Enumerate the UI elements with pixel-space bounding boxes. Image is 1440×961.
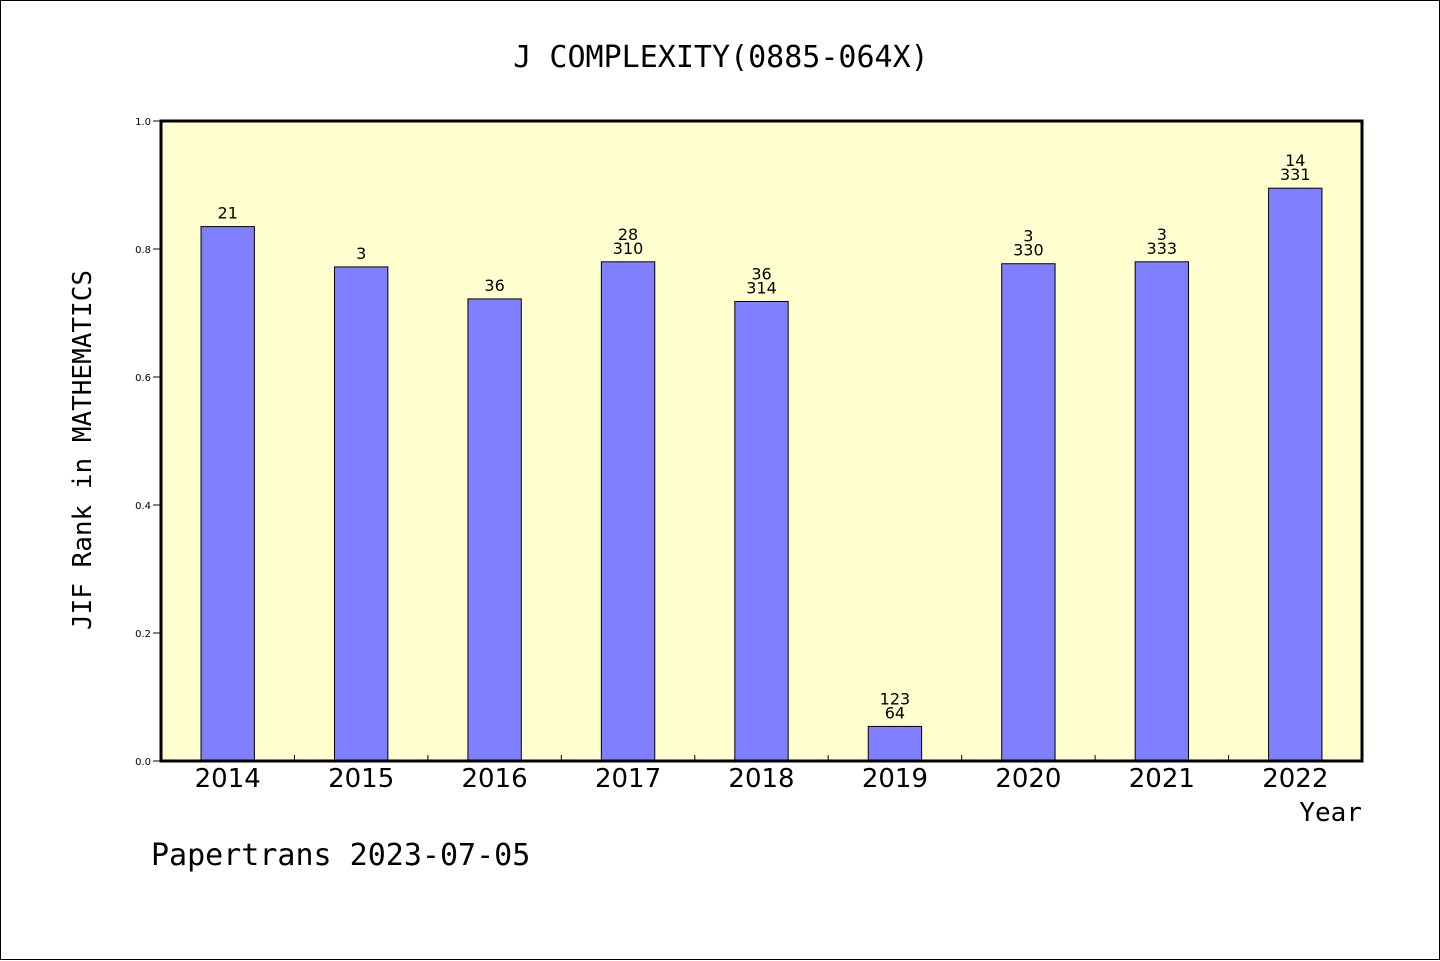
bar-2017: [600, 261, 656, 762]
bar-2015: [333, 266, 389, 762]
bar-2016: [467, 298, 522, 762]
bar-value-label: 64: [885, 703, 905, 722]
y-tick-label: 1.0: [135, 117, 151, 128]
bar-value-label: 3: [1023, 227, 1033, 246]
y-tick-label: 0.2: [135, 629, 151, 640]
bar-value-label: 310: [613, 239, 644, 258]
x-tick-label: 2017: [595, 764, 661, 794]
plot-frame: [159, 119, 1364, 763]
x-tick-label: 2019: [862, 764, 928, 794]
bar-value-label: 333: [1147, 239, 1178, 258]
bar-2019: [867, 725, 923, 762]
bar-value-label: 123: [880, 689, 911, 708]
y-tick-label: 0.4: [135, 501, 151, 512]
bar-value-label: 3: [356, 244, 366, 263]
footer-credit: Papertrans 2023-07-05: [151, 838, 530, 873]
x-axis-label: Year: [1299, 798, 1362, 828]
bar-value-label: 330: [1013, 241, 1044, 260]
bar-value-label: 314: [746, 278, 777, 297]
bar-2022: [1268, 187, 1323, 762]
x-tick-label: 2015: [328, 764, 394, 794]
x-tick-label: 2014: [195, 764, 261, 794]
bar-value-label: 3: [1157, 225, 1167, 244]
x-tick-label: 2018: [728, 764, 794, 794]
bar-value-label: 21: [218, 204, 238, 223]
bar-2021: [1134, 261, 1190, 762]
bar-value-label: 36: [751, 264, 771, 283]
chart-title: J COMPLEXITY(0885-064X): [513, 40, 928, 75]
y-axis: 0.0 0.2 0.4 0.6 0.8 1.0: [135, 117, 161, 768]
x-tick-label: 2021: [1129, 764, 1195, 794]
y-tick-label: 0.0: [135, 757, 151, 768]
x-tick-label: 2016: [462, 764, 528, 794]
bar-2020: [1001, 263, 1056, 762]
y-tick-label: 0.8: [135, 245, 151, 256]
x-axis: 2014 2015 2016 2017 2018 2019 2020 2021 2022: [195, 755, 1328, 794]
bar-value-label: 36: [484, 276, 504, 295]
x-tick-label: 2020: [995, 764, 1061, 794]
bars-group: [200, 187, 1323, 762]
y-tick-label: 0.6: [135, 373, 151, 384]
bar-value-label: 14: [1285, 151, 1305, 170]
bar-2014: [200, 226, 255, 762]
bar-2018: [734, 300, 789, 762]
y-axis-label: JIF Rank in MATHEMATICS: [68, 270, 98, 630]
bar-value-label: 331: [1280, 165, 1311, 184]
x-tick-label: 2022: [1262, 764, 1328, 794]
bar-value-label: 28: [618, 225, 638, 244]
